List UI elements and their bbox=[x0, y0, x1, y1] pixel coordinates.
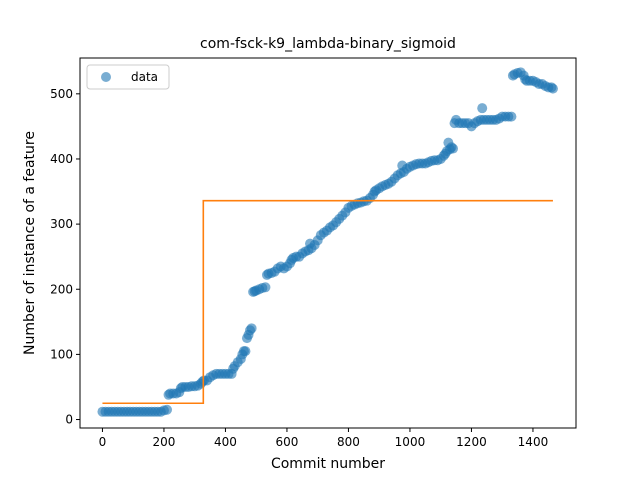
x-tick-label: 1400 bbox=[518, 435, 549, 449]
y-tick-label: 500 bbox=[50, 87, 73, 101]
data-point bbox=[547, 83, 558, 94]
legend-marker-data bbox=[101, 72, 111, 82]
x-tick-label: 1200 bbox=[456, 435, 487, 449]
x-tick-label: 400 bbox=[214, 435, 237, 449]
plot-frame bbox=[79, 57, 577, 429]
x-axis-label: Commit number bbox=[271, 456, 385, 472]
data-point bbox=[260, 282, 271, 293]
x-tick-label: 600 bbox=[275, 435, 298, 449]
x-tick-label: 200 bbox=[152, 435, 175, 449]
axis-ticks: 0 200 400 600 800 1000 1200 1400 0 100 200 300 400 50… bbox=[50, 87, 548, 449]
y-tick-label: 0 bbox=[65, 413, 73, 427]
data-point bbox=[162, 404, 173, 415]
x-tick-label: 800 bbox=[337, 435, 360, 449]
data-point bbox=[246, 323, 257, 334]
data-point bbox=[240, 346, 251, 357]
legend: data bbox=[86, 64, 170, 90]
fit-line bbox=[102, 199, 553, 405]
data-point bbox=[506, 111, 517, 122]
legend-label-data: data bbox=[131, 70, 158, 84]
y-tick-label: 400 bbox=[50, 152, 73, 166]
x-tick-label: 0 bbox=[99, 435, 107, 449]
y-tick-label: 200 bbox=[50, 282, 73, 296]
legend-box bbox=[86, 64, 170, 90]
x-tick-label: 1000 bbox=[395, 435, 426, 449]
y-axis-label: Number of instance of a feature bbox=[22, 131, 38, 355]
data-point bbox=[477, 103, 488, 114]
series-layer bbox=[97, 67, 558, 417]
y-tick-label: 300 bbox=[50, 217, 73, 231]
data-point bbox=[447, 143, 458, 154]
y-tick-label: 100 bbox=[50, 347, 73, 361]
chart-title: com-fsck-k9_lambda-binary_sigmoid bbox=[200, 36, 456, 52]
